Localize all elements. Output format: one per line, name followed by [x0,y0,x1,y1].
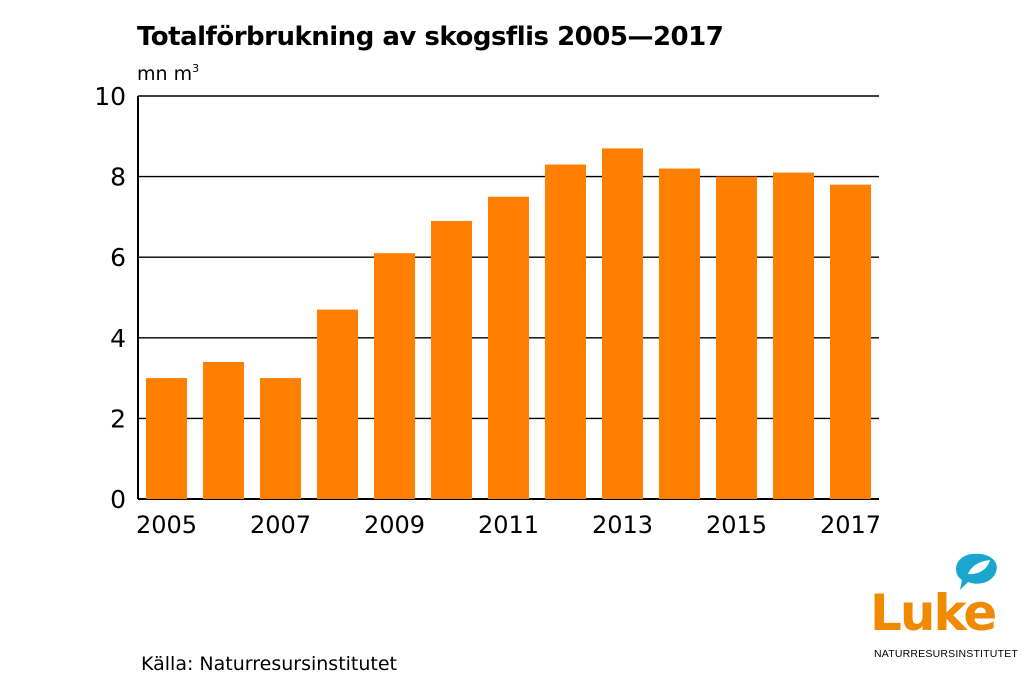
unit-text: mn m [137,63,193,85]
y-tick-labels: 0 2 4 6 8 10 [94,82,126,514]
bar-2013 [601,148,644,499]
y-tick-label: 2 [110,404,126,433]
luke-logo: Luke NATURRESURSINSTITUTET [864,548,1019,664]
bar-2006 [202,361,245,499]
bar-2008 [316,309,359,499]
bar-2010 [430,220,473,499]
bar-2012 [544,164,587,499]
x-tick-label: 2007 [250,511,311,539]
chart-title: Totalförbrukning av skogsflis 2005—2017 [137,22,724,52]
bar-chart: 0 2 4 6 8 10 2005 2007 2009 2011 2013 2015 2017 [94,82,881,539]
leaf-speech-bubble-icon [956,553,997,590]
bar-2015 [715,176,758,499]
y-axis-unit: mn m3 [137,62,199,85]
bar-2007 [259,378,302,499]
y-tick-label: 8 [110,163,126,192]
y-tick-label: 0 [110,485,126,514]
bar-2014 [658,168,701,500]
logo-wordmark: Luke [870,584,997,642]
bar-2017 [829,184,872,499]
x-tick-label: 2015 [706,511,767,539]
source-note: Källa: Naturresursinstitutet [141,653,397,675]
x-tick-label: 2017 [820,511,881,539]
bar-2011 [487,196,530,499]
bar-2016 [772,172,815,499]
y-tick-label: 4 [110,324,126,353]
x-tick-labels: 2005 2007 2009 2011 2013 2015 2017 [136,511,881,539]
unit-superscript: 3 [192,62,200,75]
bars [145,148,872,500]
x-tick-label: 2011 [478,511,539,539]
y-tick-label: 6 [110,243,126,272]
x-tick-label: 2013 [592,511,653,539]
x-tick-label: 2005 [136,511,197,539]
bar-2009 [373,253,416,499]
y-tick-label: 10 [94,82,126,111]
logo-subtitle: NATURRESURSINSTITUTET [874,648,1019,660]
bar-2005 [145,378,188,499]
x-tick-label: 2009 [364,511,425,539]
